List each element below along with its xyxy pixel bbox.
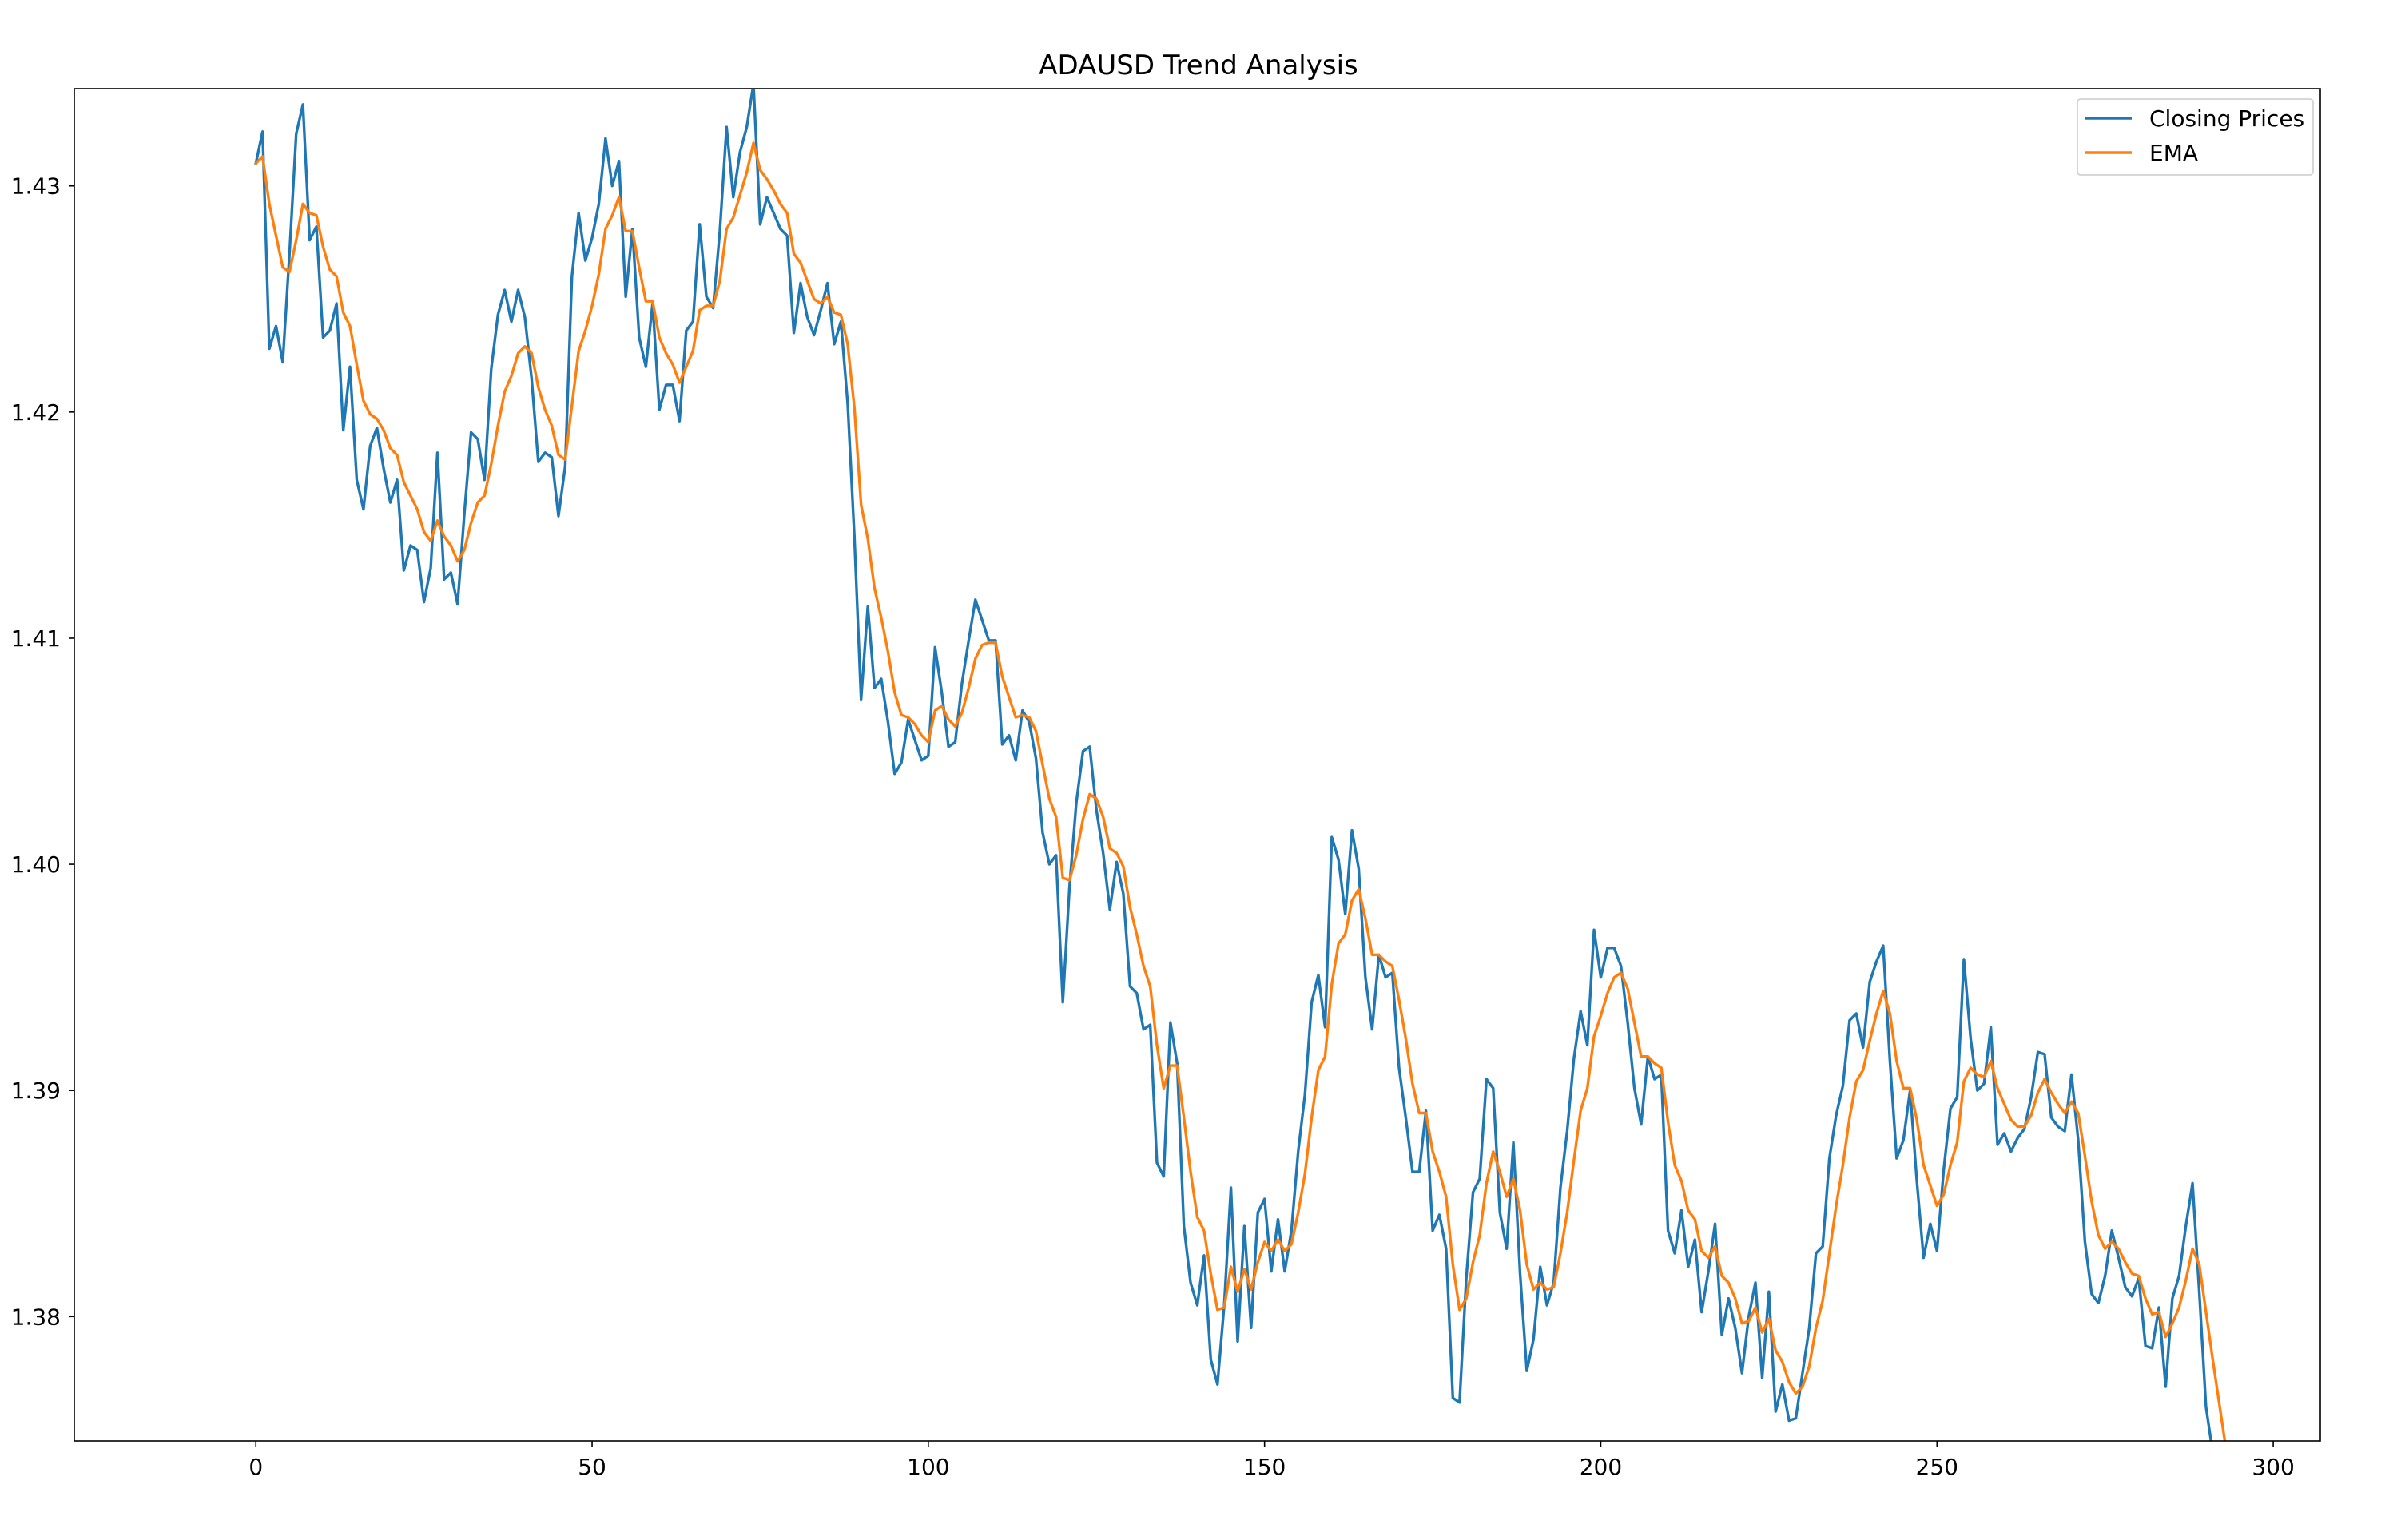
plot-frame (74, 88, 2321, 1442)
y-tick-label: 1.40 (11, 851, 61, 878)
x-tick-label: 100 (907, 1454, 949, 1480)
x-tick-label: 200 (1580, 1454, 1622, 1480)
x-tick-label: 300 (2252, 1454, 2294, 1480)
y-tick-label: 1.38 (11, 1304, 61, 1330)
y-tick-label: 1.39 (11, 1078, 61, 1104)
legend: Closing Prices EMA (2077, 98, 2314, 176)
y-axis: 1.38 1.39 1.40 1.41 1.42 1.43 (11, 173, 74, 1330)
x-tick-label: 250 (1916, 1454, 1958, 1480)
x-tick-label: 50 (578, 1454, 606, 1480)
y-tick-label: 1.41 (11, 625, 61, 652)
x-axis: 0 50 100 150 200 250 300 (248, 1441, 2295, 1480)
y-tick-label: 1.43 (11, 173, 61, 200)
legend-label-closing-prices: Closing Prices (2149, 105, 2304, 132)
legend-box (2077, 98, 2314, 176)
legend-label-ema: EMA (2149, 140, 2198, 166)
x-tick-label: 0 (248, 1454, 263, 1480)
plot-area (74, 89, 2320, 1441)
y-tick-label: 1.42 (11, 399, 61, 426)
series-line-ema (253, 141, 2227, 1441)
x-tick-label: 150 (1243, 1454, 1286, 1480)
series-layer (253, 89, 2227, 1441)
chart-title: ADAUSD Trend Analysis (1039, 50, 1358, 81)
